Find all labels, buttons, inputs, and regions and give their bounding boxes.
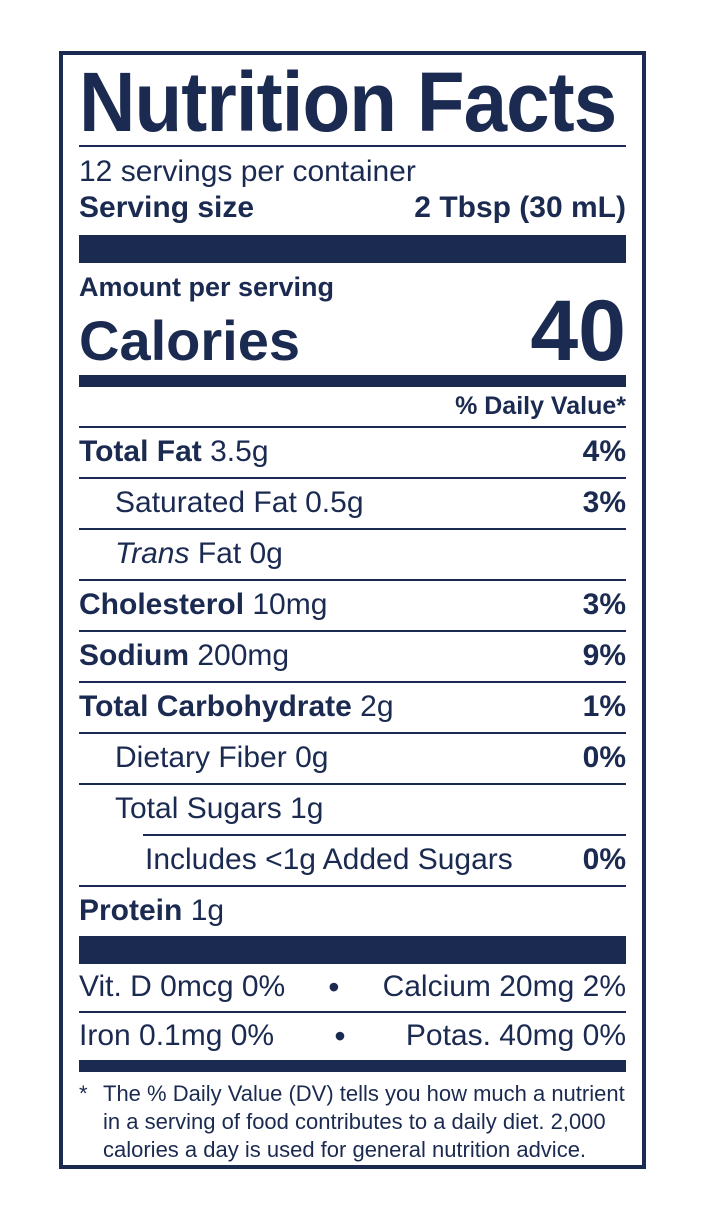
nutrient-name-and-amount: Total Sugars 1g [115, 791, 323, 827]
nutrient-amount: 200mg [197, 639, 290, 672]
serving-size-row: Serving size 2 Tbsp (30 mL) [79, 189, 626, 235]
nutrient-row: Total Fat 3.5g 4% [79, 428, 626, 477]
nutrient-row: Total Carbohydrate 2g 1% [79, 683, 626, 732]
thin-divider-rule [79, 732, 626, 734]
nutrient-daily-value: 3% [582, 486, 626, 519]
nutrient-row: Cholesterol 10mg 3% [79, 581, 626, 630]
nutrient-daily-value: 1% [582, 690, 626, 723]
nutrient-row: Total Sugars 1g [79, 785, 626, 834]
nutrient-amount: Fat 0g [197, 537, 283, 570]
medium-divider-bar [79, 1060, 626, 1072]
nutrient-name: Protein [79, 894, 183, 927]
nutrient-daily-value: 4% [582, 435, 626, 468]
medium-divider-bar [79, 375, 626, 387]
micronutrient-row: Iron 0.1mg 0% • Potas. 40mg 0% [79, 1011, 626, 1060]
nutrient-name: Includes <1g Added Sugars [145, 843, 513, 876]
nutrient-row: Includes <1g Added Sugars 0% [79, 836, 626, 885]
nutrient-name-and-amount: Total Fat 3.5g [79, 434, 269, 470]
calories-row: Calories 40 [79, 283, 626, 379]
nutrient-name: Total Carbohydrate [79, 690, 352, 723]
serving-size-label: Serving size [79, 191, 255, 224]
micronutrient-row: Vit. D 0mcg 0% • Calcium 20mg 2% [79, 964, 626, 1011]
serving-size-value: 2 Tbsp (30 mL) [414, 191, 626, 224]
servings-per-container: 12 servings per container [79, 155, 416, 188]
nutrient-name: Total Sugars [115, 792, 282, 825]
thin-divider-rule [79, 783, 626, 785]
nutrient-name: Trans [115, 537, 190, 570]
nutrient-daily-value: 0% [582, 741, 626, 774]
footnote-asterisk: * [79, 1081, 88, 1106]
nutrient-name-and-amount: Includes <1g Added Sugars [145, 842, 513, 878]
label-title-text: Nutrition Facts [79, 55, 617, 149]
bullet-separator: • [328, 969, 340, 1005]
nutrient-name-and-amount: Sodium 200mg [79, 638, 289, 674]
amount-per-serving-label: Amount per serving [79, 272, 335, 302]
thin-divider-rule [79, 885, 626, 887]
nutrient-row: Protein 1g [79, 887, 626, 936]
nutrient-row: Sodium 200mg 9% [79, 632, 626, 681]
micronutrient-rows-section: Vit. D 0mcg 0% • Calcium 20mg 2% Iron 0.1mg… [79, 964, 626, 1060]
thin-divider-rule [79, 579, 626, 581]
calories-label: Calories [79, 309, 300, 372]
thick-divider-bar [79, 936, 626, 964]
nutrient-daily-value: 0% [582, 843, 626, 876]
thin-divider-rule [143, 834, 626, 836]
nutrient-name-and-amount: Saturated Fat 0.5g [115, 485, 364, 521]
footnote: * The % Daily Value (DV) tells you how m… [79, 1072, 626, 1165]
nutrient-amount: 2g [360, 690, 394, 723]
nutrient-name: Saturated Fat [115, 486, 297, 519]
nutrient-name: Cholesterol [79, 588, 245, 621]
nutrient-name: Total Fat [79, 435, 202, 468]
nutrient-daily-value: 3% [582, 588, 626, 621]
nutrient-name-and-amount: Cholesterol 10mg [79, 587, 327, 623]
micronutrient-right: Potas. 40mg 0% [405, 1019, 626, 1052]
nutrition-facts-label: Nutrition Facts 12 servings per containe… [59, 51, 646, 1169]
nutrient-name-and-amount: Protein 1g [79, 893, 224, 929]
nutrient-name: Dietary Fiber [115, 741, 287, 774]
nutrient-name-and-amount: Trans Fat 0g [115, 536, 283, 572]
nutrient-amount: 0.5g [305, 486, 364, 519]
thin-divider-rule [79, 528, 626, 530]
nutrient-name: Sodium [79, 639, 189, 672]
thin-divider-rule [79, 630, 626, 632]
nutrient-amount: 1g [190, 894, 225, 927]
footnote-text: The % Daily Value (DV) tells you how muc… [103, 1081, 625, 1162]
nutrient-rows-section: Total Fat 3.5g 4% Saturated Fat 0.5g 3% Tran… [79, 428, 626, 936]
nutrient-amount: 3.5g [210, 435, 269, 468]
micronutrient-left: Vit. D 0mcg 0% [79, 970, 286, 1003]
nutrient-name-and-amount: Total Carbohydrate 2g [79, 689, 394, 725]
nutrient-amount: 10mg [252, 588, 328, 621]
daily-value-header: % Daily Value* [79, 387, 626, 428]
thin-divider-rule [79, 477, 626, 479]
nutrient-name-and-amount: Dietary Fiber 0g [115, 740, 328, 776]
nutrient-amount: 1g [290, 792, 324, 825]
nutrient-row: Trans Fat 0g [79, 530, 626, 579]
micronutrient-right: Calcium 20mg 2% [382, 970, 626, 1003]
nutrient-row: Saturated Fat 0.5g 3% [79, 479, 626, 528]
label-title: Nutrition Facts [79, 55, 626, 147]
calories-value: 40 [530, 283, 626, 379]
nutrient-daily-value: 9% [582, 639, 626, 672]
thick-divider-bar [79, 235, 626, 263]
micronutrient-left: Iron 0.1mg 0% [79, 1019, 275, 1052]
thin-divider-rule [79, 681, 626, 683]
bullet-separator: • [334, 1018, 346, 1054]
nutrient-amount: 0g [295, 741, 329, 774]
nutrient-row: Dietary Fiber 0g 0% [79, 734, 626, 783]
